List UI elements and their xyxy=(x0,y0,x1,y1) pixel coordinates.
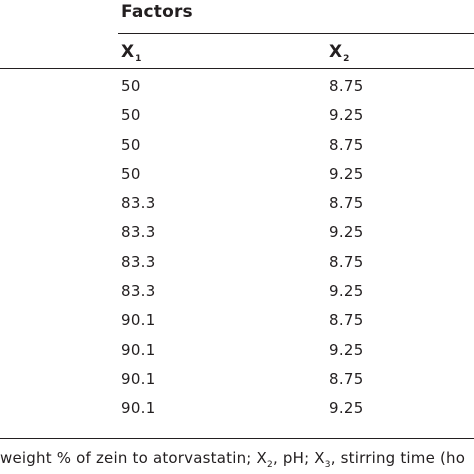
cell-x1: 83.3 xyxy=(121,194,156,213)
factors-heading: Factors xyxy=(121,2,193,22)
cell-x1: 50 xyxy=(121,106,141,125)
cell-x2: 8.75 xyxy=(329,135,364,154)
footnote-text: , stirring time (ho xyxy=(330,449,466,467)
table-row: 50 9.25 xyxy=(0,106,474,135)
table-row: 90.1 8.75 xyxy=(0,370,474,399)
bottom-rule xyxy=(0,438,474,439)
table-row: 50 9.25 xyxy=(0,165,474,194)
cell-x1: 83.3 xyxy=(121,252,156,271)
table-row: 50 8.75 xyxy=(0,77,474,106)
cell-x2: 8.75 xyxy=(329,77,364,95)
header-rule xyxy=(0,68,474,69)
cell-x1: 90.1 xyxy=(121,399,156,418)
column-header-x2: X2 xyxy=(329,42,350,64)
table-row: 83.3 9.25 xyxy=(0,282,474,311)
table-row: 90.1 9.25 xyxy=(0,399,474,428)
table-row: 50 8.75 xyxy=(0,136,474,165)
footnote: weight % of zein to atorvastatin; X2, pH… xyxy=(0,449,474,467)
cell-x2: 9.25 xyxy=(329,106,364,125)
column-symbol: X xyxy=(329,42,343,62)
table-row: 83.3 8.75 xyxy=(0,253,474,282)
cell-x2: 8.75 xyxy=(329,369,364,388)
table-body: 50 8.75 50 9.25 50 8.75 50 9.25 83.3 8.75 83.3 9.25… xyxy=(0,77,474,429)
cell-x1: 83.3 xyxy=(121,223,156,242)
table-row: 83.3 8.75 xyxy=(0,194,474,223)
cell-x1: 90.1 xyxy=(121,311,156,330)
footnote-subscript: 2 xyxy=(267,460,273,467)
cell-x1: 90.1 xyxy=(121,369,156,388)
column-symbol: X xyxy=(121,42,135,62)
cell-x2: 9.25 xyxy=(329,399,364,418)
table-row: 90.1 9.25 xyxy=(0,341,474,370)
cell-x2: 8.75 xyxy=(329,194,364,213)
cell-x2: 9.25 xyxy=(329,340,364,359)
column-subscript: 2 xyxy=(343,54,350,64)
cell-x1: 50 xyxy=(121,77,141,95)
table-row: 83.3 9.25 xyxy=(0,223,474,252)
group-rule xyxy=(118,33,474,34)
cell-x2: 8.75 xyxy=(329,252,364,271)
cell-x2: 9.25 xyxy=(329,282,364,301)
cell-x1: 90.1 xyxy=(121,340,156,359)
cell-x2: 8.75 xyxy=(329,311,364,330)
table-row: 90.1 8.75 xyxy=(0,311,474,340)
cell-x1: 50 xyxy=(121,164,141,183)
footnote-text: weight % of zein to atorvastatin; X xyxy=(0,449,267,467)
cell-x2: 9.25 xyxy=(329,164,364,183)
footnote-subscript: 3 xyxy=(324,460,331,467)
column-header-x1: X1 xyxy=(121,42,142,64)
cell-x2: 9.25 xyxy=(329,223,364,242)
cell-x1: 83.3 xyxy=(121,282,156,301)
column-subscript: 1 xyxy=(135,54,142,64)
footnote-text: , pH; X xyxy=(272,449,325,467)
cell-x1: 50 xyxy=(121,135,141,154)
